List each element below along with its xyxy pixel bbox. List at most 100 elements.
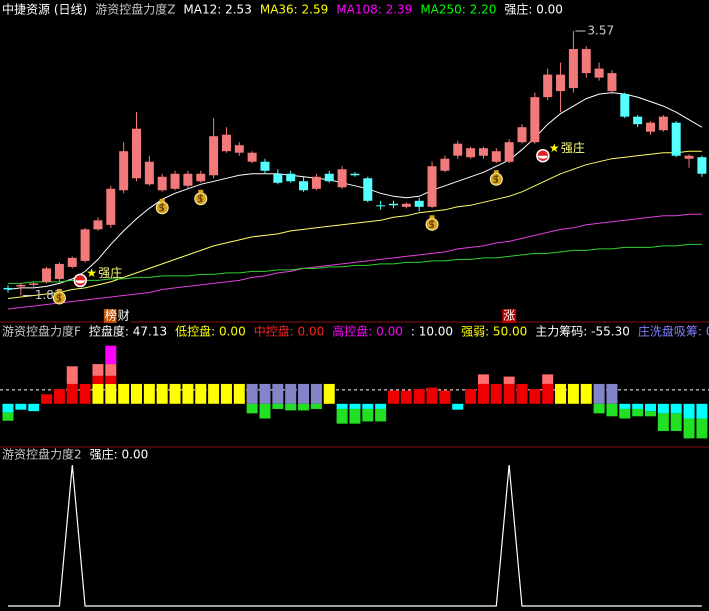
bar-segment — [657, 413, 669, 432]
signal-ball-shine — [537, 155, 548, 159]
candle-body — [658, 116, 668, 131]
bar-segment — [516, 383, 528, 404]
bar-segment — [477, 374, 489, 384]
bar-segment — [310, 383, 322, 404]
bar-segment — [53, 389, 65, 404]
bar-segment — [233, 383, 245, 404]
tag-bg — [502, 309, 517, 323]
candle-body — [697, 157, 707, 174]
candle-body — [633, 116, 643, 125]
signal: ★ 强庄 — [73, 265, 122, 288]
candle-body — [80, 229, 90, 261]
candle-body — [209, 136, 219, 176]
candle-body — [196, 173, 206, 182]
header-item: MA250: 2.20 — [420, 3, 496, 17]
bar-segment — [567, 383, 579, 404]
bar-segment — [375, 408, 387, 422]
bar-segment — [413, 389, 425, 404]
money-bag — [425, 215, 439, 231]
money-bag — [489, 170, 503, 186]
bar-segment — [285, 403, 297, 411]
candle-body — [299, 181, 309, 191]
bar-segment — [298, 403, 310, 411]
bar-segment — [683, 418, 695, 439]
header-item: 强庄: 0.00 — [504, 2, 563, 17]
bar-segment — [606, 383, 618, 404]
bar-segment — [670, 413, 682, 432]
bar-segment — [529, 389, 541, 404]
tag-bg — [116, 309, 131, 323]
candle-body — [286, 173, 296, 182]
candle-body — [234, 145, 244, 153]
bar-segment — [246, 403, 258, 414]
bar-segment — [118, 383, 130, 404]
candle-body — [350, 173, 360, 176]
header-item: MA12: 2.53 — [183, 3, 251, 17]
candle-body — [170, 173, 180, 189]
candle-body — [671, 122, 681, 156]
bar-segment — [79, 383, 91, 404]
tag-label: 涨 — [503, 308, 515, 323]
bar-segment — [593, 403, 605, 414]
candle-body — [389, 203, 398, 206]
bar-segment — [208, 383, 220, 404]
header-item: 强弱: 50.00 — [461, 325, 527, 339]
bar-segment — [15, 403, 27, 410]
candle-body — [42, 268, 52, 282]
bar-segment — [619, 408, 631, 419]
candle-body — [157, 176, 167, 191]
bar-segment — [272, 403, 284, 409]
money-bag-knot — [493, 170, 499, 174]
bar-segment — [156, 383, 168, 404]
candle-body — [247, 152, 257, 162]
header-item: 中控盘: 0.00 — [254, 324, 325, 339]
header-item: 庄洗盘吸筹: 0.00 — [638, 324, 709, 339]
bar-segment — [66, 383, 78, 404]
bar-segment — [169, 383, 181, 404]
bar-segment — [439, 390, 451, 404]
header-item: 主力筹码: -55.30 — [535, 325, 630, 339]
bar-segment — [66, 366, 78, 384]
candle-body — [581, 49, 591, 74]
candle-body — [119, 151, 129, 191]
bar-segment — [182, 383, 194, 404]
candle-body — [556, 74, 566, 92]
bar-segment — [580, 383, 592, 404]
signal-label: 强庄 — [98, 265, 122, 280]
candle-body — [517, 127, 527, 143]
bar-segment — [349, 408, 361, 424]
candle-body — [106, 188, 116, 225]
candle-body — [183, 173, 193, 186]
candle-body — [607, 73, 617, 92]
bar-segment — [632, 403, 644, 409]
bar-segment — [143, 383, 155, 404]
header-item: : 10.00 — [411, 325, 453, 339]
bar-segment — [362, 403, 374, 409]
bar-segment — [28, 403, 40, 412]
header-item: 强庄: 0.00 — [90, 447, 149, 462]
money-bag — [194, 189, 208, 206]
bar-segment — [490, 383, 502, 404]
header-item: 低控盘: 0.00 — [175, 324, 246, 339]
money-bag — [52, 288, 66, 305]
bar-segment — [92, 383, 104, 404]
candle-body — [646, 122, 655, 132]
bar-segment — [2, 403, 14, 413]
header-item: MA36: 2.59 — [260, 3, 328, 17]
bar-segment — [220, 383, 232, 404]
bar-segment — [683, 403, 695, 419]
bar-segment — [645, 411, 656, 417]
tag-bg — [103, 309, 118, 323]
header-item: 游资控盘力度F — [2, 324, 81, 339]
signal-line — [8, 464, 702, 607]
candle-body — [363, 178, 373, 201]
candle-body — [93, 220, 103, 230]
candle-body — [594, 68, 604, 78]
candle-body — [376, 205, 386, 207]
candle-body — [144, 161, 154, 185]
bar-segment — [105, 345, 117, 365]
money-bag — [155, 198, 169, 215]
candle-body — [543, 74, 553, 98]
